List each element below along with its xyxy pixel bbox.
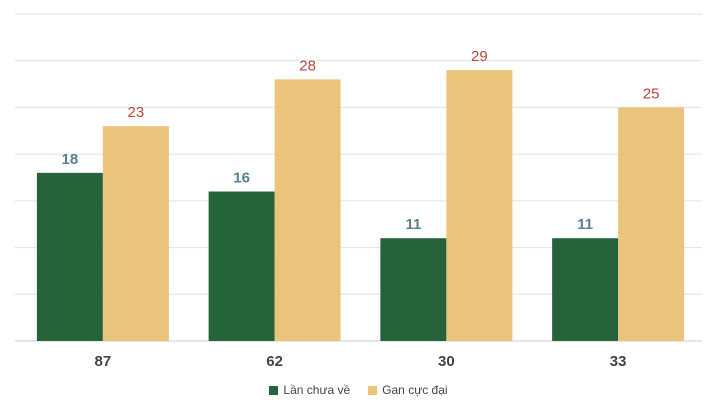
- data-label-series-0-33: 11: [577, 216, 593, 233]
- bar-series-0-33[interactable]: [552, 238, 619, 341]
- x-tick-label-33: 33: [610, 353, 627, 370]
- bar-series-0-30[interactable]: [380, 238, 447, 341]
- data-label-series-0-62: 16: [233, 170, 250, 187]
- x-tick-label-30: 30: [438, 353, 455, 370]
- bar-series-1-33[interactable]: [618, 107, 685, 341]
- legend-swatch-series-0: [269, 385, 279, 395]
- bar-series-0-62[interactable]: [208, 191, 275, 341]
- bars: [36, 70, 685, 342]
- bar-series-1-30[interactable]: [446, 70, 513, 342]
- data-labels: 18 23 16 28 11 29 11 25: [62, 48, 660, 233]
- legend-label-series-0: Lần chưa về: [283, 383, 351, 397]
- bar-series-1-87[interactable]: [102, 126, 169, 341]
- data-label-series-0-30: 11: [405, 216, 421, 233]
- legend-swatch-series-1: [368, 385, 378, 395]
- legend-item-series-1[interactable]: Gan cực đại: [368, 383, 448, 397]
- x-tick-label-62: 62: [266, 353, 283, 370]
- bar-series-1-62[interactable]: [274, 79, 341, 342]
- x-tick-labels: 87 62 30 33: [95, 353, 627, 370]
- legend-item-series-0[interactable]: Lần chưa về: [269, 383, 350, 397]
- x-tick-label-87: 87: [95, 353, 112, 370]
- data-label-series-1-62: 28: [299, 57, 316, 74]
- data-label-series-0-87: 18: [62, 151, 79, 168]
- legend-label-series-1: Gan cực đại: [382, 383, 448, 397]
- bar-series-0-87[interactable]: [36, 172, 103, 341]
- data-label-series-1-87: 23: [128, 104, 145, 121]
- data-label-series-1-30: 29: [471, 48, 488, 65]
- data-label-series-1-33: 25: [643, 85, 660, 102]
- legend: Lần chưa về Gan cực đại: [0, 383, 717, 397]
